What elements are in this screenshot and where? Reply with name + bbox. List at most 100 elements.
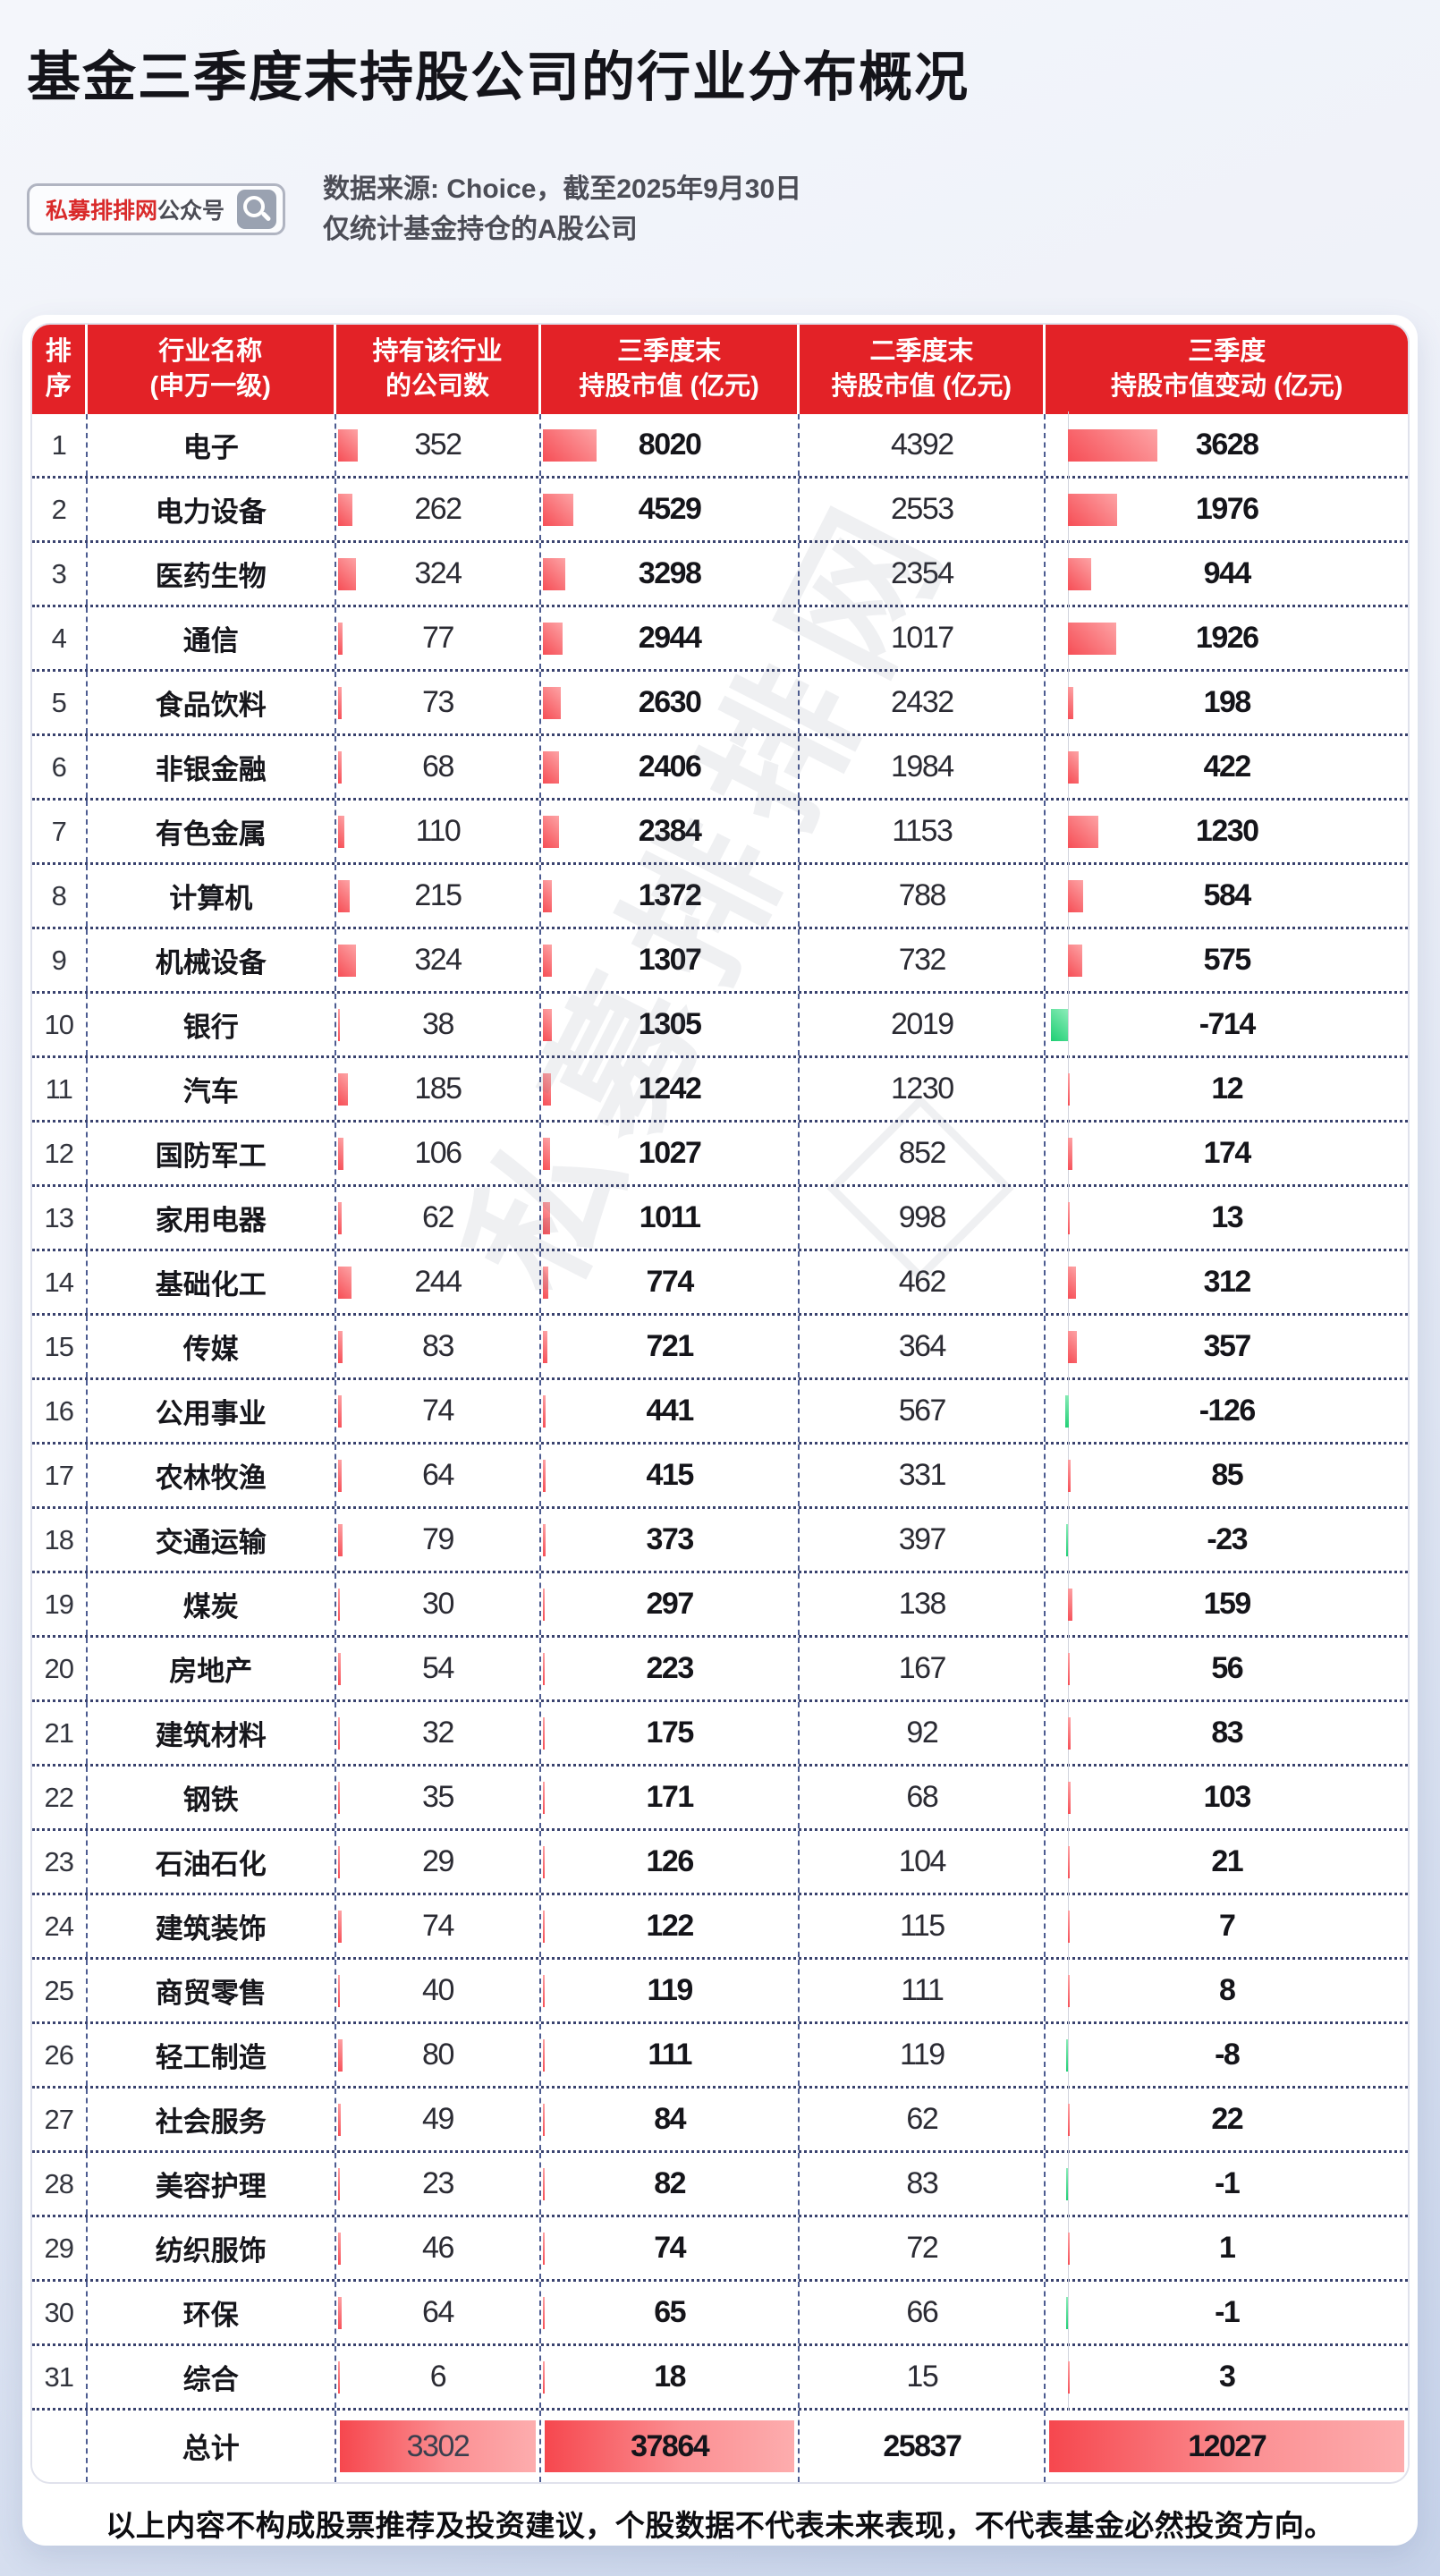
company-count-cell: 30 xyxy=(336,1573,542,1635)
change-value-cell: 3 xyxy=(1046,2343,1407,2411)
industry-name: 农林牧渔 xyxy=(88,1445,336,1506)
change-bar xyxy=(1068,1716,1071,1750)
change-bar xyxy=(1068,879,1083,912)
company-count: 74 xyxy=(422,1909,454,1943)
q3-value-cell: 1242 xyxy=(541,1058,800,1120)
industry-name: 电子 xyxy=(88,414,336,476)
company-count-cell: 54 xyxy=(336,1638,542,1699)
change-value-cell: 3628 xyxy=(1046,411,1407,479)
q3-value: 84 xyxy=(654,2102,686,2136)
company-count-cell: 62 xyxy=(336,1187,542,1249)
company-count: 324 xyxy=(414,943,462,977)
change-value: 1 xyxy=(1219,2231,1236,2265)
q3-value-cell: 721 xyxy=(541,1316,800,1377)
q3-value: 721 xyxy=(646,1329,695,1363)
change-value: -126 xyxy=(1199,1394,1257,1428)
count-bar xyxy=(337,557,357,590)
change-bar xyxy=(1068,1781,1072,1814)
q2-value-cell: 115 xyxy=(800,1895,1046,1957)
total-q3-cell: 37864 xyxy=(541,2411,800,2482)
rank-cell: 26 xyxy=(32,2024,88,2086)
q2-value-cell: 2354 xyxy=(800,543,1046,605)
q3-bar xyxy=(543,686,561,719)
q2-value-cell: 364 xyxy=(800,1316,1046,1377)
company-count-cell: 49 xyxy=(336,2089,542,2150)
change-value-cell: -8 xyxy=(1046,2021,1407,2089)
q2-value-cell: 1984 xyxy=(800,736,1046,798)
count-bar xyxy=(337,1716,340,1750)
total-q2: 25837 xyxy=(883,2428,962,2463)
q3-value: 8020 xyxy=(638,428,702,462)
rank-cell: 9 xyxy=(32,929,88,991)
q3-value-cell: 126 xyxy=(541,1831,800,1893)
company-count-cell: 23 xyxy=(336,2153,542,2215)
table-row: 31 综合 6 18 15 3 xyxy=(32,2343,1408,2411)
industry-name: 轻工制造 xyxy=(88,2024,336,2086)
table-row: 10 银行 38 1305 2019 -714 xyxy=(32,991,1408,1058)
change-value-cell: 8 xyxy=(1046,1957,1407,2024)
search-button[interactable] xyxy=(237,190,277,229)
q2-value: 364 xyxy=(898,1329,947,1363)
total-count-bar xyxy=(339,2420,537,2472)
change-bar xyxy=(1068,1588,1072,1621)
change-value-cell: 312 xyxy=(1046,1249,1407,1316)
table-row: 20 房地产 54 223 167 56 xyxy=(32,1635,1408,1702)
count-bar xyxy=(337,1523,343,1556)
rank-cell: 22 xyxy=(32,1767,88,1828)
q2-value: 852 xyxy=(898,1136,947,1170)
table-row: 28 美容护理 23 82 83 -1 xyxy=(32,2150,1408,2217)
change-bar xyxy=(1068,1974,1071,2007)
q2-value-cell: 331 xyxy=(800,1445,1046,1506)
table-header-row: 排序行业名称 (申万一级) 持有该行业 的公司数 三季度末 持股市值 (亿元) 二季度末 持股… xyxy=(32,325,1408,414)
q3-bar xyxy=(543,493,573,526)
rank-cell: 7 xyxy=(32,801,88,862)
q3-value-cell: 175 xyxy=(541,1702,800,1764)
q3-value-cell: 415 xyxy=(541,1445,800,1506)
company-count: 64 xyxy=(422,1458,454,1492)
count-bar xyxy=(337,750,343,784)
change-value-cell: -1 xyxy=(1046,2150,1407,2217)
change-value-cell: 1230 xyxy=(1046,798,1407,865)
change-value: 159 xyxy=(1203,1587,1252,1621)
count-bar xyxy=(337,1266,352,1299)
company-count-cell: 64 xyxy=(336,1445,542,1506)
disclaimer-text: 以上内容不构成股票推荐及投资建议，个股数据不代表未来表现，不代表基金必然投资方向… xyxy=(106,2509,1334,2542)
q2-value-cell: 83 xyxy=(800,2153,1046,2215)
count-bar xyxy=(337,1588,340,1621)
change-value-cell: 174 xyxy=(1046,1120,1407,1187)
q3-bar xyxy=(543,1459,546,1492)
column-header: 三季度 持股市值变动 (亿元) xyxy=(1111,336,1343,401)
change-value-cell: 1926 xyxy=(1046,605,1407,672)
count-bar xyxy=(337,2103,341,2136)
q3-value: 18 xyxy=(654,2360,686,2394)
rank-cell: 27 xyxy=(32,2089,88,2150)
change-bar xyxy=(1050,1008,1069,1041)
change-value-cell: 13 xyxy=(1046,1184,1407,1251)
q3-value: 223 xyxy=(646,1651,695,1685)
count-bar xyxy=(337,1201,342,1234)
count-bar xyxy=(337,2296,342,2329)
count-bar xyxy=(337,1845,340,1878)
rank-cell: 12 xyxy=(32,1123,88,1184)
q3-bar xyxy=(543,622,563,655)
q3-value-cell: 122 xyxy=(541,1895,800,1957)
company-count: 6 xyxy=(429,2360,447,2394)
q3-value-cell: 223 xyxy=(541,1638,800,1699)
industry-name: 计算机 xyxy=(88,865,336,927)
industry-name: 石油石化 xyxy=(88,1831,336,1893)
q3-value: 175 xyxy=(646,1716,695,1750)
q3-value-cell: 1027 xyxy=(541,1123,800,1184)
q2-value: 115 xyxy=(899,1909,945,1943)
q3-value: 441 xyxy=(646,1394,695,1428)
total-change: 12027 xyxy=(1188,2428,1267,2463)
q3-value-cell: 1307 xyxy=(541,929,800,991)
company-count-cell: 74 xyxy=(336,1895,542,1957)
rank-cell: 17 xyxy=(32,1445,88,1506)
q2-value: 732 xyxy=(898,943,947,977)
q3-value-cell: 774 xyxy=(541,1251,800,1313)
change-bar xyxy=(1068,815,1099,848)
q3-bar xyxy=(543,815,559,848)
change-bar xyxy=(1068,1459,1071,1492)
rank-cell: 16 xyxy=(32,1380,88,1442)
q2-value-cell: 111 xyxy=(800,1960,1046,2021)
